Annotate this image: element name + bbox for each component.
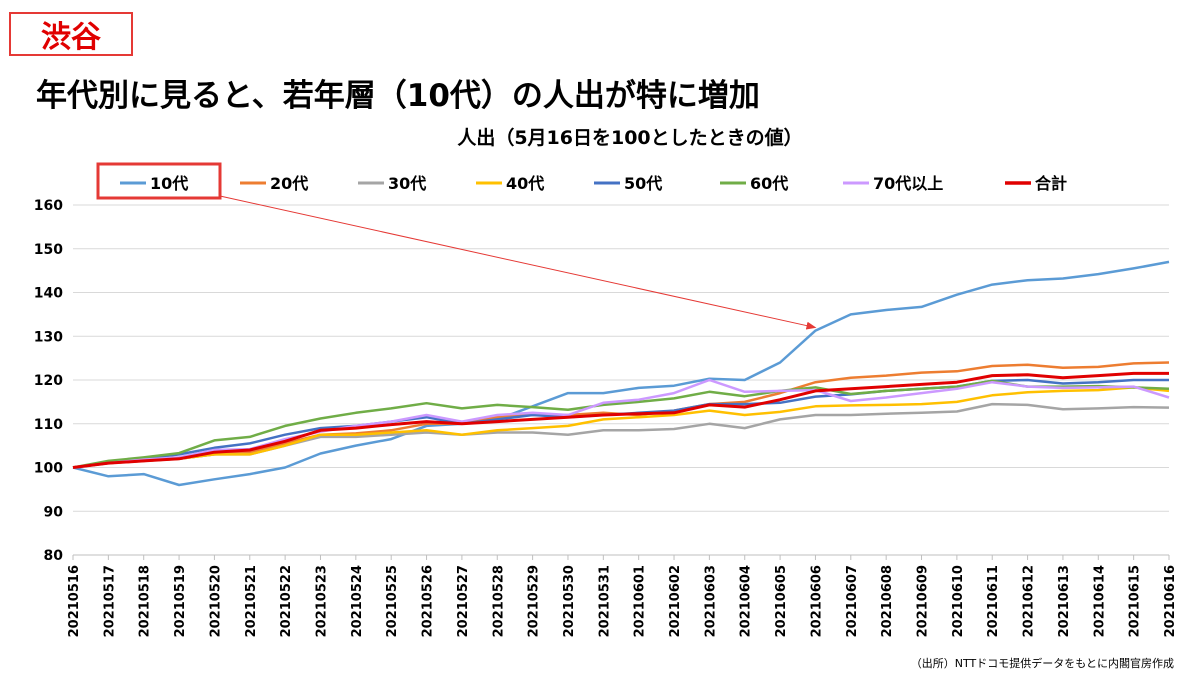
region-tag: 渋谷: [9, 12, 133, 56]
y-tick-label: 120: [34, 373, 63, 389]
headline: 年代別に見ると、若年層（10代）の人出が特に増加: [36, 78, 760, 114]
legend-label: 30代: [388, 174, 426, 193]
x-tick-label: 20210606: [809, 565, 824, 637]
y-tick-label: 150: [34, 242, 63, 258]
highlight-box: [96, 162, 222, 200]
series-line-10代: [72, 260, 1170, 487]
x-tick-label: 20210516: [67, 565, 82, 637]
x-tick-label: 20210610: [951, 565, 966, 637]
legend-label: 50代: [624, 174, 662, 193]
y-tick-label: 140: [34, 286, 63, 302]
x-tick-label: 20210527: [456, 565, 471, 637]
x-tick-label: 20210526: [421, 565, 436, 637]
series-line-60代: [72, 379, 1170, 469]
y-tick-label: 90: [44, 504, 64, 520]
y-tick-label: 100: [34, 461, 63, 477]
x-tick-label: 20210528: [491, 565, 506, 637]
x-tick-label: 20210604: [739, 565, 754, 637]
x-tick-label: 20210605: [774, 565, 789, 637]
x-tick-label: 20210529: [527, 565, 542, 637]
x-tick-label: 20210615: [1128, 565, 1143, 637]
legend-label: 合計: [1035, 174, 1067, 193]
x-tick-label: 20210614: [1092, 565, 1107, 637]
legend-label: 40代: [506, 174, 544, 193]
x-tick-label: 20210524: [350, 565, 365, 637]
x-tick-label: 20210609: [916, 565, 931, 637]
x-tick-label: 20210612: [1022, 565, 1037, 637]
y-tick-label: 160: [34, 198, 63, 214]
x-tick-label: 20210603: [703, 565, 718, 637]
x-tick-label: 20210518: [138, 565, 153, 637]
x-tick-label: 20210608: [880, 565, 895, 637]
x-tick-label: 20210520: [208, 565, 223, 637]
legend-label: 20代: [270, 174, 308, 193]
series-line-合計: [72, 371, 1169, 469]
x-tick-label: 20210525: [385, 565, 400, 637]
x-tick-label: 20210523: [314, 565, 329, 637]
series-line-40代: [72, 386, 1170, 469]
x-tick-label: 20210530: [562, 565, 577, 637]
x-tick-label: 20210522: [279, 565, 294, 637]
x-tick-label: 20210602: [668, 565, 683, 637]
x-tick-label: 20210616: [1163, 565, 1178, 637]
y-tick-label: 130: [34, 329, 63, 345]
legend-label: 10代: [150, 174, 188, 193]
chart-title: 人出（5月16日を100としたときの値）: [457, 126, 802, 149]
legend-label: 60代: [750, 174, 788, 193]
y-tick-label: 80: [44, 548, 64, 564]
x-tick-label: 20210531: [597, 565, 612, 637]
x-tick-label: 20210611: [986, 565, 1001, 637]
highlight-arrow: [219, 195, 817, 330]
legend-label: 70代以上: [873, 174, 943, 193]
x-tick-label: 20210519: [173, 565, 188, 637]
y-tick-label: 110: [34, 417, 63, 433]
x-tick-label: 20210517: [102, 565, 117, 637]
x-tick-label: 20210601: [633, 565, 648, 637]
x-tick-label: 20210607: [845, 565, 860, 637]
source-note: （出所）NTTドコモ提供データをもとに内閣官房作成: [910, 657, 1174, 670]
x-tick-label: 20210521: [244, 565, 259, 637]
x-tick-label: 20210613: [1057, 565, 1072, 637]
